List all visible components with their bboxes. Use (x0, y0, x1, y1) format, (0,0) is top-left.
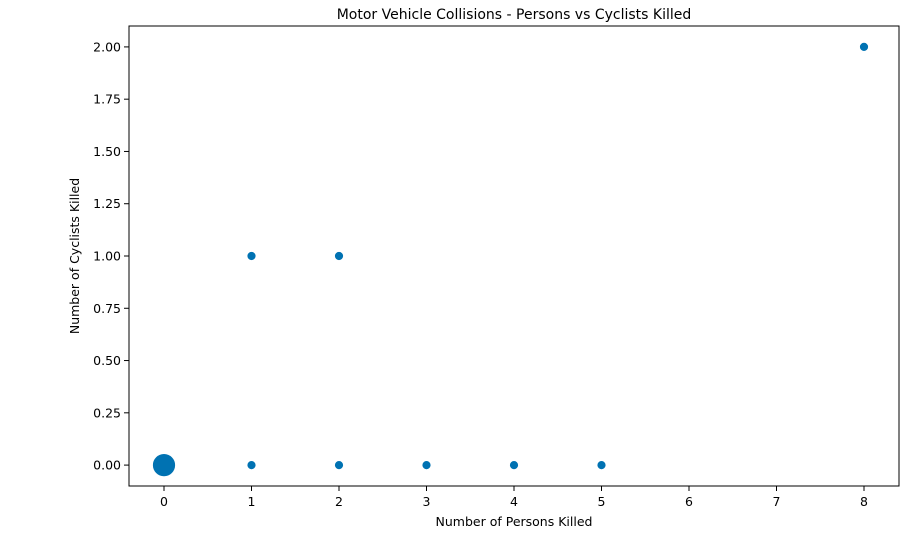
x-tick-label: 1 (248, 494, 256, 509)
x-tick-label: 7 (773, 494, 781, 509)
scatter-point (246, 460, 257, 470)
y-tick-label: 0.00 (93, 458, 121, 473)
y-tick-label: 0.25 (93, 405, 121, 420)
y-axis-label: Number of Cyclists Killed (67, 178, 82, 334)
scatter-point (596, 460, 607, 470)
x-tick-label: 8 (860, 494, 868, 509)
x-tick-label: 4 (510, 494, 518, 509)
x-tick-label: 3 (423, 494, 431, 509)
scatter-point (152, 453, 176, 477)
scatter-point (421, 460, 432, 470)
y-axis: 0.00 0.25 0.50 0.75 1.00 1.25 1.50 1.75 2.00 (93, 39, 129, 473)
x-axis: 0 1 2 3 4 5 6 7 8 (160, 486, 868, 509)
scatter-point (859, 42, 869, 52)
scatter-point (334, 460, 344, 470)
x-tick-label: 6 (685, 494, 693, 509)
scatter-point (246, 251, 257, 261)
scatter-point (334, 251, 344, 261)
plot-area-frame (128, 25, 900, 487)
y-tick-label: 0.50 (93, 353, 121, 368)
y-tick-label: 1.50 (93, 144, 121, 159)
x-tick-label: 2 (335, 494, 343, 509)
y-tick-label: 0.75 (93, 301, 121, 316)
y-tick-label: 1.00 (93, 249, 121, 264)
y-tick-label: 2.00 (93, 39, 121, 54)
chart-title: Motor Vehicle Collisions - Persons vs Cy… (337, 7, 692, 23)
y-tick-label: 1.75 (93, 92, 121, 107)
data-points (152, 42, 869, 477)
x-tick-label: 5 (598, 494, 606, 509)
x-axis-label: Number of Persons Killed (436, 514, 593, 529)
scatter-point (509, 460, 519, 470)
x-tick-label: 0 (160, 494, 168, 509)
y-tick-label: 1.25 (93, 196, 121, 211)
